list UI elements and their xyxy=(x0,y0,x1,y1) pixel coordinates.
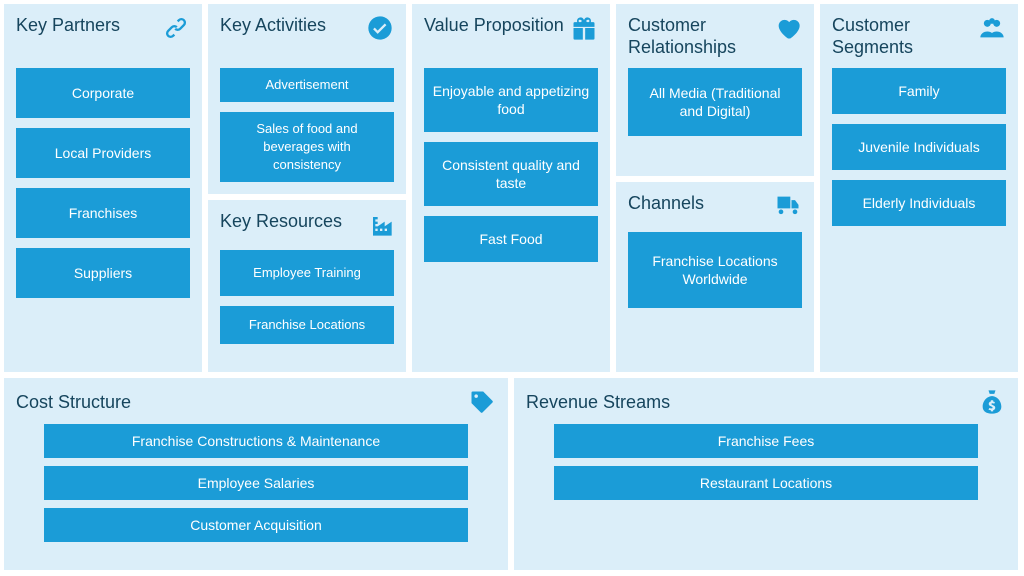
block-title: Key Resources xyxy=(220,210,342,232)
list-item: Juvenile Individuals xyxy=(832,124,1006,170)
list-item: Restaurant Locations xyxy=(554,466,978,500)
items: All Media (Traditional and Digital) xyxy=(628,68,802,136)
users-icon xyxy=(978,14,1006,42)
top-row: Key Partners Corporate Local Providers F… xyxy=(4,4,1020,372)
list-item: Enjoyable and appetizing food xyxy=(424,68,598,132)
factory-icon xyxy=(366,210,394,238)
list-item: Franchise Constructions & Maintenance xyxy=(44,424,468,458)
items: Enjoyable and appetizing food Consistent… xyxy=(424,68,598,262)
block-header: Channels xyxy=(628,192,802,222)
block-title: Channels xyxy=(628,192,704,214)
list-item: Employee Training xyxy=(220,250,394,296)
block-title: Customer Segments xyxy=(832,14,978,58)
block-header: Value Proposition xyxy=(424,14,598,58)
block-header: Revenue Streams xyxy=(526,388,1006,416)
block-header: Key Activities xyxy=(220,14,394,58)
list-item: Franchise Locations Worldwide xyxy=(628,232,802,308)
items: Advertisement Sales of food and beverage… xyxy=(220,68,394,182)
bottom-row: Cost Structure Franchise Constructions &… xyxy=(4,378,1020,570)
items: Franchise Constructions & Maintenance Em… xyxy=(16,424,496,550)
check-circle-icon xyxy=(366,14,394,42)
col-activities-resources: Key Activities Advertisement Sales of fo… xyxy=(208,4,406,372)
block-header: Customer Segments xyxy=(832,14,1006,58)
link-icon xyxy=(162,14,190,42)
block-key-resources: Key Resources Employee Training Franchis… xyxy=(208,200,406,372)
list-item: All Media (Traditional and Digital) xyxy=(628,68,802,136)
list-item: Franchise Locations xyxy=(220,306,394,344)
block-key-partners: Key Partners Corporate Local Providers F… xyxy=(4,4,202,372)
block-customer-relationships: Customer Relationships All Media (Tradit… xyxy=(616,4,814,176)
list-item: Franchises xyxy=(16,188,190,238)
list-item: Employee Salaries xyxy=(44,466,468,500)
block-title: Customer Relationships xyxy=(628,14,774,58)
block-cost-structure: Cost Structure Franchise Constructions &… xyxy=(4,378,508,570)
block-customer-segments: Customer Segments Family Juvenile Indivi… xyxy=(820,4,1018,372)
items: Corporate Local Providers Franchises Sup… xyxy=(16,68,190,298)
items: Employee Training Franchise Locations xyxy=(220,250,394,344)
money-bag-icon xyxy=(978,388,1006,416)
truck-icon xyxy=(774,192,802,220)
block-title: Revenue Streams xyxy=(526,391,670,413)
list-item: Customer Acquisition xyxy=(44,508,468,542)
block-header: Cost Structure xyxy=(16,388,496,416)
gift-icon xyxy=(570,14,598,42)
list-item: Elderly Individuals xyxy=(832,180,1006,226)
list-item: Advertisement xyxy=(220,68,394,102)
heart-icon xyxy=(774,14,802,42)
items: Family Juvenile Individuals Elderly Indi… xyxy=(832,68,1006,226)
block-channels: Channels Franchise Locations Worldwide xyxy=(616,182,814,372)
list-item: Local Providers xyxy=(16,128,190,178)
block-title: Key Partners xyxy=(16,14,120,36)
col-relationships-channels: Customer Relationships All Media (Tradit… xyxy=(616,4,814,372)
list-item: Suppliers xyxy=(16,248,190,298)
block-revenue-streams: Revenue Streams Franchise Fees Restauran… xyxy=(514,378,1018,570)
business-model-canvas: Key Partners Corporate Local Providers F… xyxy=(0,0,1024,576)
tag-icon xyxy=(468,388,496,416)
block-title: Value Proposition xyxy=(424,14,564,36)
block-header: Customer Relationships xyxy=(628,14,802,58)
list-item: Consistent quality and taste xyxy=(424,142,598,206)
list-item: Fast Food xyxy=(424,216,598,262)
list-item: Family xyxy=(832,68,1006,114)
items: Franchise Fees Restaurant Locations xyxy=(526,424,1006,508)
block-value-proposition: Value Proposition Enjoyable and appetizi… xyxy=(412,4,610,372)
block-header: Key Partners xyxy=(16,14,190,58)
list-item: Franchise Fees xyxy=(554,424,978,458)
block-key-activities: Key Activities Advertisement Sales of fo… xyxy=(208,4,406,194)
list-item: Sales of food and beverages with consist… xyxy=(220,112,394,182)
block-title: Cost Structure xyxy=(16,391,131,413)
block-header: Key Resources xyxy=(220,210,394,240)
items: Franchise Locations Worldwide xyxy=(628,232,802,308)
block-title: Key Activities xyxy=(220,14,326,36)
list-item: Corporate xyxy=(16,68,190,118)
